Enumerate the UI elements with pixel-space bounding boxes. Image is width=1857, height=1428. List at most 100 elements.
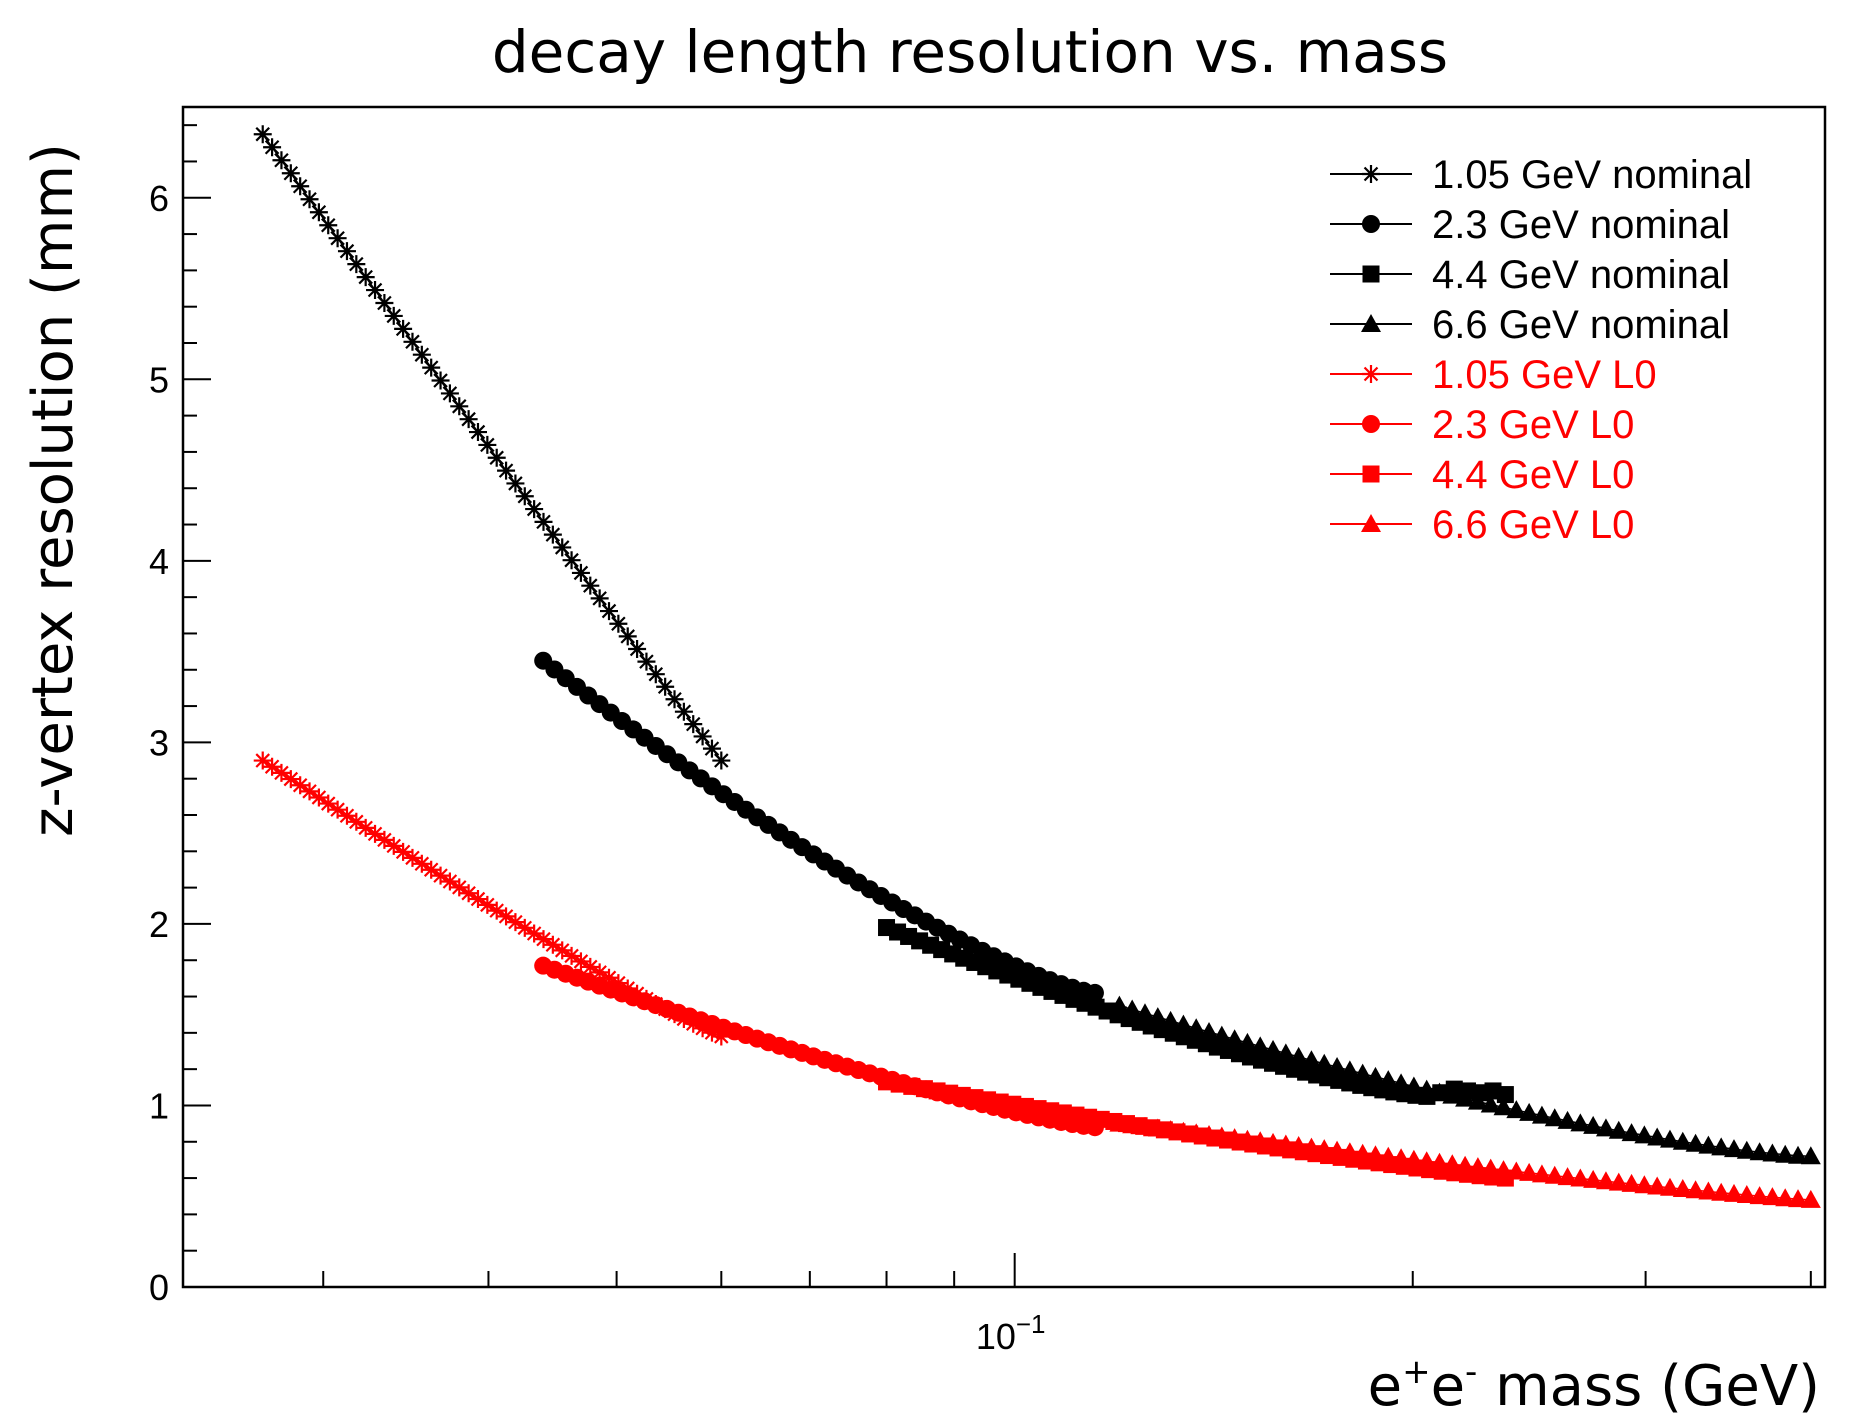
data-point xyxy=(253,751,272,770)
legend-marker xyxy=(1362,415,1380,433)
data-point xyxy=(1762,1143,1783,1162)
data-point xyxy=(309,203,328,222)
data-point xyxy=(1493,1160,1514,1179)
series-layer xyxy=(253,125,1821,1208)
data-point xyxy=(1122,1115,1143,1134)
data-point xyxy=(300,190,319,209)
data-point xyxy=(422,860,441,879)
data-point xyxy=(1327,1140,1348,1159)
data-point xyxy=(571,952,590,971)
data-point xyxy=(366,281,385,300)
series-7 xyxy=(1109,1113,1821,1208)
data-point xyxy=(1288,1046,1309,1065)
data-point xyxy=(1659,1129,1680,1148)
y-tick-label: 0 xyxy=(149,1267,169,1308)
series-0 xyxy=(253,125,731,770)
data-point xyxy=(281,164,300,183)
data-point xyxy=(1301,1050,1322,1069)
data-point xyxy=(571,563,590,582)
data-point xyxy=(581,957,600,976)
x-axis-title-plus: + xyxy=(1402,1352,1431,1392)
data-point xyxy=(1467,1157,1488,1176)
data-point xyxy=(1429,1152,1450,1171)
data-point xyxy=(1199,1021,1220,1040)
data-point xyxy=(656,677,675,696)
data-point xyxy=(1134,1003,1155,1022)
data-point xyxy=(319,794,338,813)
data-point xyxy=(497,461,516,480)
data-point xyxy=(562,946,581,965)
data-point xyxy=(515,918,534,937)
data-point xyxy=(375,293,394,312)
data-point xyxy=(1173,1014,1194,1033)
data-point xyxy=(1314,1139,1335,1158)
data-point xyxy=(1698,1181,1719,1200)
legend: 1.05 GeV nominal 2.3 GeV nominal 4.4 GeV n… xyxy=(1330,153,1752,547)
data-point xyxy=(309,788,328,807)
x-tick-label: 10−1 xyxy=(976,1309,1046,1357)
data-point xyxy=(1109,1113,1130,1132)
data-point xyxy=(1493,1097,1514,1116)
data-point xyxy=(618,627,637,646)
data-point xyxy=(1557,1110,1578,1129)
legend-entry: 6.6 GeV L0 xyxy=(1330,503,1634,547)
data-point xyxy=(1621,1173,1642,1192)
legend-entry: 2.3 GeV L0 xyxy=(1330,403,1634,447)
data-point xyxy=(1378,1070,1399,1089)
data-point xyxy=(403,332,422,351)
data-point xyxy=(1173,1121,1194,1140)
data-point xyxy=(253,125,272,144)
data-point xyxy=(1570,1168,1591,1187)
data-point xyxy=(1647,1127,1668,1146)
data-point xyxy=(1506,1100,1527,1119)
legend-label: 1.05 GeV L0 xyxy=(1432,353,1657,397)
data-point xyxy=(394,319,413,338)
data-point xyxy=(1685,1180,1706,1199)
data-point xyxy=(543,935,562,954)
data-point xyxy=(1608,1172,1629,1191)
data-point xyxy=(1122,999,1143,1018)
data-point xyxy=(384,836,403,855)
data-point xyxy=(702,739,721,758)
data-point xyxy=(1391,1148,1412,1167)
data-point xyxy=(356,818,375,837)
data-point xyxy=(478,435,497,454)
data-point xyxy=(1147,1118,1168,1137)
data-point xyxy=(1403,1076,1424,1095)
data-point xyxy=(1327,1057,1348,1076)
data-point xyxy=(1775,1144,1796,1163)
data-point xyxy=(534,512,553,531)
data-point xyxy=(291,177,310,196)
data-point xyxy=(1531,1164,1552,1183)
data-point xyxy=(1339,1060,1360,1079)
y-axis-title: z-vertex resolution (mm) xyxy=(21,143,86,837)
series-line xyxy=(262,759,722,1038)
data-point xyxy=(665,690,684,709)
legend-label: 2.3 GeV L0 xyxy=(1432,403,1634,447)
data-point xyxy=(1429,1082,1450,1101)
legend-label: 6.6 GeV nominal xyxy=(1432,303,1730,347)
data-point xyxy=(609,974,628,993)
data-point xyxy=(1736,1140,1757,1159)
data-point xyxy=(431,866,450,885)
data-point xyxy=(1762,1187,1783,1206)
data-point xyxy=(506,474,525,493)
y-tick-label: 3 xyxy=(149,722,169,763)
data-point xyxy=(1442,1154,1463,1173)
data-point xyxy=(628,640,647,659)
data-point xyxy=(1263,1132,1284,1151)
data-point xyxy=(1544,1165,1565,1184)
data-point xyxy=(459,884,478,903)
data-point xyxy=(384,306,403,325)
data-point xyxy=(431,371,450,390)
data-point xyxy=(712,751,731,770)
x-axis-title: e+e- mass (GeV) xyxy=(1368,1352,1820,1419)
data-point xyxy=(684,715,703,734)
data-point xyxy=(356,268,375,287)
data-point xyxy=(1775,1188,1796,1207)
legend-label: 4.4 GeV nominal xyxy=(1432,253,1730,297)
data-point xyxy=(525,500,544,519)
data-point xyxy=(1237,1129,1258,1148)
data-point xyxy=(1788,1189,1809,1208)
